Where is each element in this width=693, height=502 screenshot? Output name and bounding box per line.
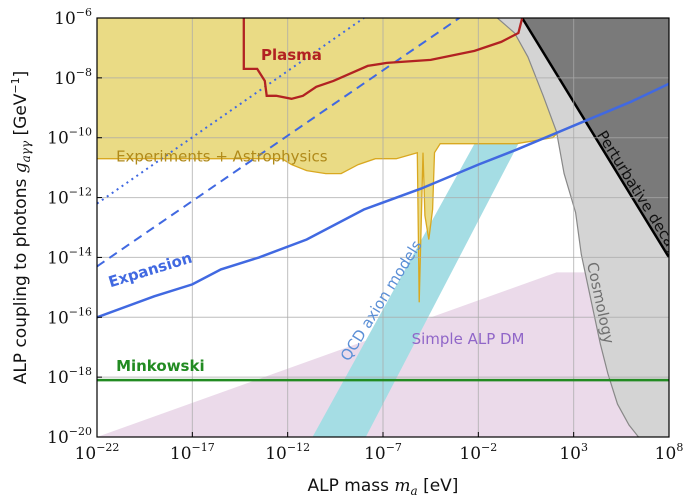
experiments-astrophysics-label: Experiments + Astrophysics <box>116 148 328 166</box>
y-tick-label: 10−18 <box>47 365 92 388</box>
dashed-line <box>97 18 460 268</box>
experiments-astrophysics-region <box>97 18 574 303</box>
x-tick-label: 10−2 <box>459 441 497 464</box>
minkowski-label: Minkowski <box>116 357 205 375</box>
y-tick-label: 10−6 <box>54 6 92 29</box>
y-tick-label: 10−12 <box>47 186 92 209</box>
plasma-line <box>242 18 524 100</box>
simple-alp-dm-label: Simple ALP DM <box>412 330 525 348</box>
y-tick-label: 10−8 <box>54 66 92 89</box>
y-tick-label: 10−20 <box>47 425 92 448</box>
x-tick-label: 108 <box>655 441 684 464</box>
x-axis-label: ALP mass ma [eV] <box>308 476 459 498</box>
x-tick-label: 10−7 <box>364 441 402 464</box>
x-tick-label: 103 <box>559 441 588 464</box>
expansion-line <box>97 82 669 319</box>
x-tick-label: 10−17 <box>170 441 215 464</box>
y-tick-label: 10−10 <box>47 126 92 149</box>
qcd-axion-band <box>312 143 519 437</box>
y-axis-label: ALP coupling to photons gaγγ [GeV−1] <box>9 71 33 385</box>
cosmology-boundary <box>497 18 639 437</box>
plasma-label: Plasma <box>261 46 322 64</box>
y-tick-label: 10−16 <box>47 305 92 328</box>
x-tick-label: 10−12 <box>265 441 310 464</box>
dotted-line <box>97 18 365 205</box>
y-tick-label: 10−14 <box>47 245 92 268</box>
x-tick-label: 10−22 <box>75 441 120 464</box>
experiments-astrophysics-boundary <box>97 119 575 303</box>
